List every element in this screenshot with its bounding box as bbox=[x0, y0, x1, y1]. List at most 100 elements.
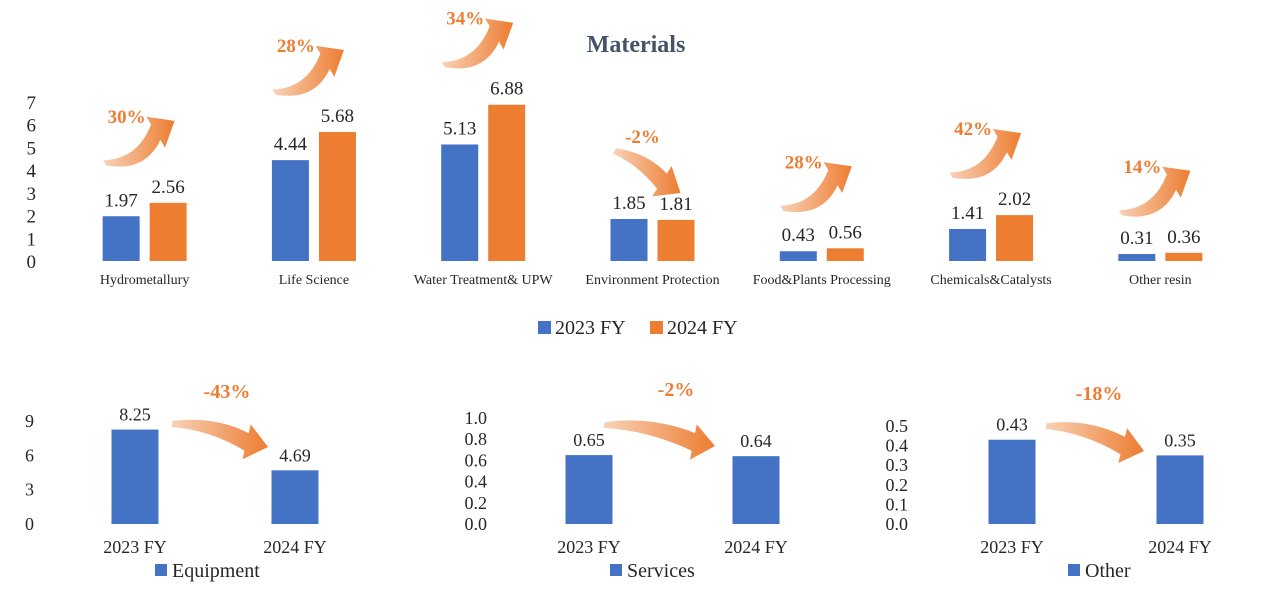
legend-swatch-2023 bbox=[538, 321, 551, 334]
growth-label: 28% bbox=[785, 152, 823, 173]
x-tick-label: 2023 FY bbox=[980, 537, 1044, 557]
decline-arrow bbox=[603, 420, 715, 460]
x-tick-label: 2023 FY bbox=[103, 537, 167, 557]
x-tick-label: Hydrometallury bbox=[100, 273, 189, 288]
growth-arrow bbox=[949, 129, 1022, 179]
legend-swatch bbox=[155, 564, 167, 576]
data-label: 0.36 bbox=[1167, 227, 1200, 248]
data-label: 1.81 bbox=[659, 194, 692, 215]
growth-arrow bbox=[272, 45, 344, 96]
services-chart: 0.00.20.40.60.81.0 0.65 2023 FY 0.64 2024 FY… bbox=[465, 379, 788, 582]
bar bbox=[271, 470, 319, 524]
growth-arrow bbox=[612, 148, 681, 197]
y-tick-label: 0.3 bbox=[886, 455, 909, 475]
data-label: 2.56 bbox=[152, 177, 185, 198]
bar-2023 bbox=[610, 218, 648, 261]
bar bbox=[111, 429, 159, 524]
legend-label-2023: 2023 FY bbox=[555, 317, 626, 339]
y-tick-label: 0 bbox=[25, 514, 34, 534]
x-tick-label: Life Science bbox=[279, 273, 349, 288]
y-tick-label: 6 bbox=[27, 116, 37, 137]
y-tick-label: 3 bbox=[27, 184, 37, 205]
data-label: 1.97 bbox=[105, 190, 138, 211]
y-tick-label: 6 bbox=[25, 445, 34, 465]
legend-swatch-2024 bbox=[650, 321, 663, 334]
bar-2023 bbox=[949, 228, 987, 261]
y-tick-label: 1 bbox=[27, 229, 37, 250]
growth-label: 42% bbox=[954, 119, 992, 140]
x-tick-label: 2024 FY bbox=[263, 537, 327, 557]
growth-label: -2% bbox=[658, 379, 695, 401]
legend-swatch bbox=[1068, 564, 1080, 576]
y-tick-label: 0.6 bbox=[465, 450, 488, 470]
y-tick-label: 0.4 bbox=[465, 472, 488, 492]
data-label: 0.31 bbox=[1120, 228, 1153, 249]
data-label: 5.68 bbox=[321, 106, 354, 127]
growth-label: 34% bbox=[446, 9, 484, 30]
bar-2024 bbox=[488, 104, 526, 262]
data-label: 4.69 bbox=[279, 445, 311, 465]
x-tick-label: 2023 FY bbox=[557, 537, 621, 557]
y-tick-label: 0.5 bbox=[886, 416, 909, 436]
data-label: 0.65 bbox=[573, 430, 605, 450]
bar-2024 bbox=[1165, 252, 1203, 261]
y-tick-label: 2 bbox=[27, 207, 37, 228]
data-label: 0.56 bbox=[829, 222, 862, 243]
legend-label: Services bbox=[627, 560, 695, 582]
bar-2024 bbox=[657, 219, 695, 261]
x-tick-label: 2024 FY bbox=[724, 537, 788, 557]
data-label: 0.43 bbox=[782, 225, 815, 246]
y-tick-label: 0.0 bbox=[465, 514, 488, 534]
x-tick-label: Food&Plants Processing bbox=[753, 273, 891, 288]
y-tick-label: 1.0 bbox=[465, 408, 488, 428]
growth-label: -43% bbox=[204, 381, 251, 403]
growth-label: 30% bbox=[108, 107, 146, 128]
y-tick-label: 0.8 bbox=[465, 429, 488, 449]
x-tick-label: Other resin bbox=[1129, 273, 1192, 288]
x-tick-label: Environment Protection bbox=[585, 273, 719, 288]
growth-arrow bbox=[441, 18, 514, 69]
growth-label: 14% bbox=[1123, 157, 1161, 178]
equipment-chart: 0 3 6 9 8.25 2023 FY 4.69 2024 FY -43% Equipment bbox=[25, 381, 327, 582]
growth-label: -2% bbox=[625, 127, 660, 148]
bar bbox=[988, 439, 1036, 524]
legend-label: Equipment bbox=[172, 560, 260, 582]
y-tick-label: 3 bbox=[25, 480, 34, 500]
data-label: 0.43 bbox=[996, 415, 1028, 435]
data-label: 0.35 bbox=[1164, 430, 1196, 450]
bar bbox=[1156, 455, 1204, 524]
y-tick-label: 0.1 bbox=[886, 494, 909, 514]
y-tick-label: 0.0 bbox=[886, 514, 909, 534]
bar-2024 bbox=[996, 215, 1034, 261]
decline-arrow bbox=[171, 419, 268, 460]
y-tick-label: 0.4 bbox=[886, 436, 909, 456]
data-label: 6.88 bbox=[490, 79, 523, 100]
x-tick-label: Water Treatment& UPW bbox=[414, 273, 554, 288]
bar bbox=[565, 455, 613, 524]
bar-2023 bbox=[779, 251, 817, 261]
other-chart: 0.00.10.20.30.40.5 0.43 2023 FY 0.35 2024 FY… bbox=[886, 383, 1212, 582]
data-label: 2.02 bbox=[998, 189, 1031, 210]
growth-arrow bbox=[780, 162, 852, 213]
bar-2024 bbox=[826, 248, 864, 261]
data-label: 4.44 bbox=[274, 134, 308, 155]
data-label: 0.64 bbox=[740, 431, 772, 451]
bar-2024 bbox=[318, 131, 356, 261]
y-tick-label: 9 bbox=[25, 411, 34, 431]
x-tick-label: 2024 FY bbox=[1148, 537, 1212, 557]
legend-label: Other bbox=[1085, 560, 1131, 582]
data-label: 1.85 bbox=[612, 193, 645, 214]
bar-2023 bbox=[102, 216, 140, 261]
legend-label-2024: 2024 FY bbox=[667, 317, 738, 339]
y-tick-label: 4 bbox=[27, 161, 37, 182]
bar-2024 bbox=[149, 202, 187, 261]
y-tick-label: 0.2 bbox=[465, 493, 488, 513]
bar-2023 bbox=[271, 160, 309, 261]
decline-arrow bbox=[1045, 422, 1144, 463]
data-label: 5.13 bbox=[443, 118, 476, 139]
y-tick-label: 0 bbox=[27, 252, 37, 273]
y-tick-label: 0.2 bbox=[886, 475, 909, 495]
y-tick-label: 5 bbox=[27, 138, 37, 159]
